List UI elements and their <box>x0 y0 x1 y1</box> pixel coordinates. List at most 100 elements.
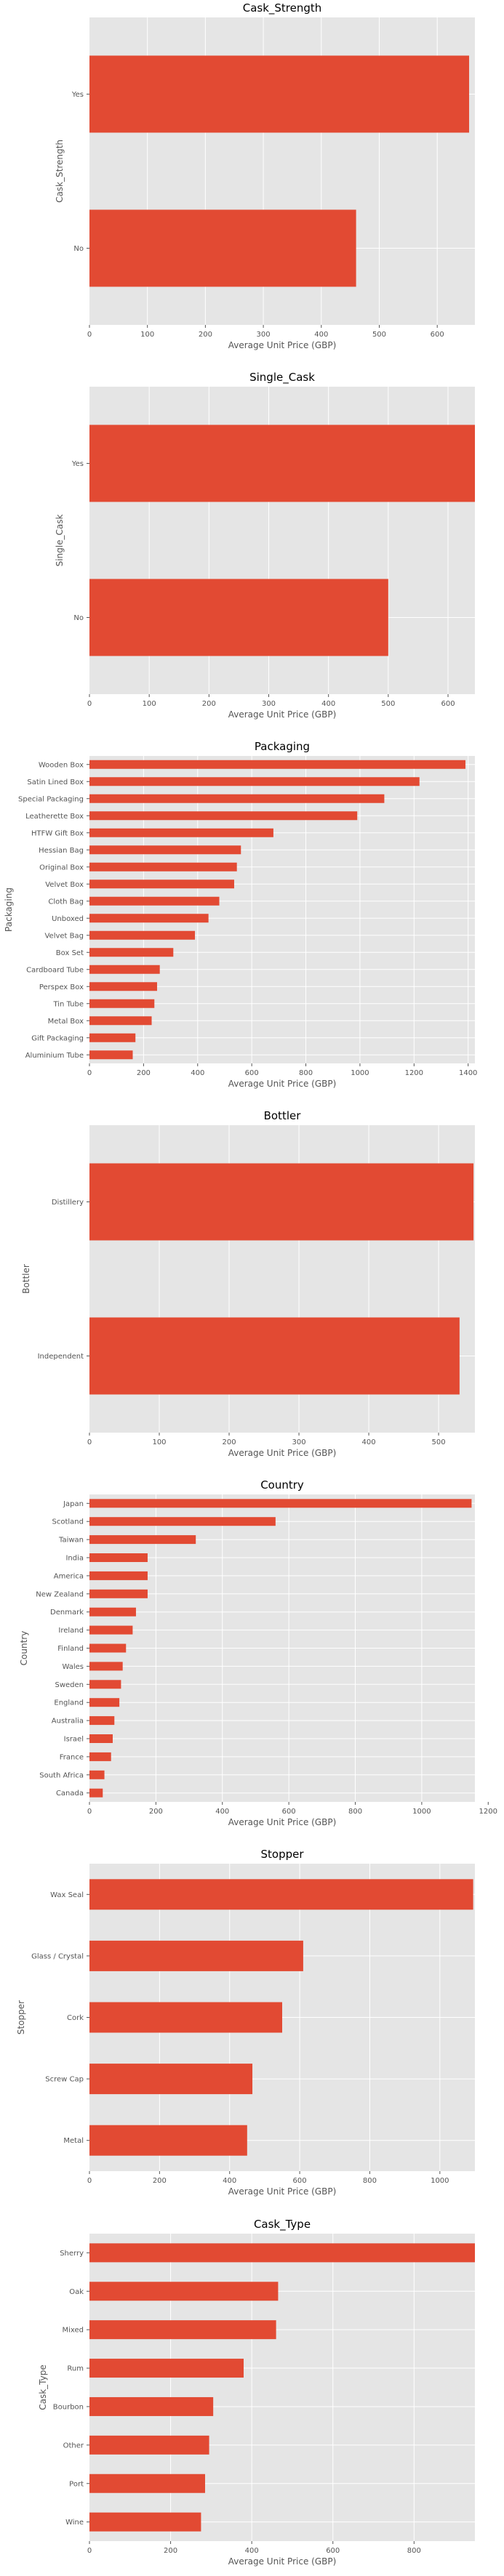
x-tick-label: 0 <box>87 1069 92 1077</box>
bar-special-packaging <box>89 794 385 803</box>
x-axis-label: Average Unit Price (GBP) <box>228 1079 337 1089</box>
y-tick-label: Unboxed <box>52 915 84 923</box>
y-tick-label: Gift Packaging <box>31 1034 84 1042</box>
x-tick-label: 500 <box>372 331 386 339</box>
x-tick-label: 800 <box>299 1069 313 1077</box>
y-tick-label: Yes <box>71 91 84 99</box>
y-tick-label: Wales <box>62 1663 84 1671</box>
bar-metal-box <box>89 1016 152 1026</box>
bar-wooden-box <box>89 760 465 769</box>
bar-velvet-bag <box>89 930 196 940</box>
bar-israel <box>89 1734 113 1743</box>
bar-wales <box>89 1662 123 1671</box>
bar-port <box>89 2474 205 2493</box>
bar-finland <box>89 1643 127 1653</box>
chart-title: Cask_Strength <box>243 1 322 15</box>
y-axis-label: Bottler <box>21 1264 31 1294</box>
x-tick-label: 1000 <box>431 2177 449 2185</box>
y-axis-label: Single_Cask <box>55 515 65 567</box>
chart-panel-0: 0 100 200 300 400 500 600 Yes No Cask_Strength Ave… <box>55 1 475 350</box>
y-tick-label: Special Packaging <box>18 795 84 803</box>
chart-title: Bottler <box>264 1109 302 1122</box>
x-axis-label: Average Unit Price (GBP) <box>228 2556 337 2567</box>
bar-japan <box>89 1499 472 1508</box>
bar-cloth-bag <box>89 896 220 906</box>
bar-america <box>89 1571 148 1580</box>
y-tick-label: Canada <box>56 1790 84 1798</box>
x-tick-label: 400 <box>321 700 335 708</box>
y-tick-label: England <box>54 1699 84 1707</box>
y-tick-label: Independent <box>38 1353 84 1361</box>
y-tick-label: Israel <box>64 1736 84 1744</box>
y-tick-label: No <box>73 245 84 253</box>
x-tick-label: 800 <box>348 1808 362 1816</box>
bar-canada <box>89 1788 103 1798</box>
chart-title: Country <box>260 1478 304 1492</box>
x-tick-label: 400 <box>191 1069 204 1077</box>
bar-aluminium-tube <box>89 1050 133 1060</box>
y-tick-label: Aluminium Tube <box>25 1052 84 1060</box>
bar-south-africa <box>89 1770 105 1779</box>
y-tick-label: Ireland <box>58 1627 84 1635</box>
x-axis-label: Average Unit Price (GBP) <box>228 709 337 720</box>
plot-area <box>89 2234 475 2541</box>
bar-sherry <box>89 2243 475 2263</box>
bar-htfw-gift-box <box>89 828 273 837</box>
y-tick-label: Taiwan <box>58 1537 84 1545</box>
y-tick-label: Port <box>69 2480 84 2488</box>
chart-panel-6: 0 200 400 600 800 Sherry Oak Mixed Rum Bourbon Oth… <box>38 2218 475 2567</box>
bar-taiwan <box>89 1535 196 1545</box>
bar-rum <box>89 2359 244 2378</box>
y-tick-label: Cork <box>67 2014 84 2022</box>
y-tick-label: Hessian Bag <box>39 847 84 855</box>
y-tick-label: Distillery <box>52 1199 84 1207</box>
x-tick-label: 600 <box>441 700 455 708</box>
y-tick-label: Sweden <box>55 1681 84 1689</box>
bar-independent <box>89 1317 460 1395</box>
y-tick-label: Bourbon <box>53 2403 84 2411</box>
y-tick-label: America <box>54 1572 84 1580</box>
x-tick-label: 100 <box>143 700 156 708</box>
chart-panel-4: 0 200 400 600 800 1000 1200 Japan Scotland Taiwan… <box>19 1478 497 1827</box>
y-tick-label: France <box>60 1753 84 1761</box>
x-tick-label: 1000 <box>412 1808 431 1816</box>
y-axis-label: Packaging <box>4 887 14 932</box>
bar-gift-packaging <box>89 1033 136 1042</box>
bar-scotland <box>89 1517 276 1526</box>
y-tick-label: India <box>65 1555 84 1563</box>
x-tick-label: 400 <box>215 1808 229 1816</box>
x-tick-label: 200 <box>164 2547 177 2555</box>
chart-title: Stopper <box>260 1848 304 1861</box>
bar-england <box>89 1698 120 1707</box>
x-tick-label: 0 <box>87 2547 92 2555</box>
bar-ireland <box>89 1625 133 1635</box>
y-tick-label: South Africa <box>39 1771 84 1779</box>
y-tick-label: Screw Cap <box>45 2076 84 2084</box>
x-tick-label: 500 <box>381 700 395 708</box>
bar-new-zealand <box>89 1589 148 1598</box>
y-tick-label: Wooden Box <box>39 761 84 769</box>
bar-oak <box>89 2282 279 2301</box>
bar-glass-crystal <box>89 1940 303 1971</box>
x-tick-label: 1400 <box>459 1069 477 1077</box>
chart-panel-5: 0 200 400 600 800 1000 Wax Seal Glass / Crystal… <box>16 1848 475 2197</box>
bar-perspex-box <box>89 982 157 991</box>
bar-mixed <box>89 2320 276 2340</box>
y-axis-label: Country <box>19 1631 29 1666</box>
y-tick-label: Finland <box>57 1645 84 1653</box>
x-tick-label: 1200 <box>479 1808 497 1816</box>
x-tick-label: 0 <box>87 1438 92 1446</box>
x-axis-label: Average Unit Price (GBP) <box>228 1448 337 1458</box>
bar-yes <box>89 55 470 133</box>
y-axis-label: Cask_Strength <box>55 140 65 203</box>
y-tick-label: Australia <box>52 1718 84 1726</box>
x-axis-label: Average Unit Price (GBP) <box>228 2186 337 2197</box>
bar-other <box>89 2435 209 2455</box>
y-tick-label: Oak <box>69 2288 84 2296</box>
y-tick-label: Other <box>63 2442 84 2450</box>
bar-cork <box>89 2002 282 2033</box>
x-axis-label: Average Unit Price (GBP) <box>228 340 337 350</box>
x-tick-label: 600 <box>326 2547 340 2555</box>
x-tick-label: 600 <box>431 331 444 339</box>
x-tick-label: 100 <box>140 331 154 339</box>
